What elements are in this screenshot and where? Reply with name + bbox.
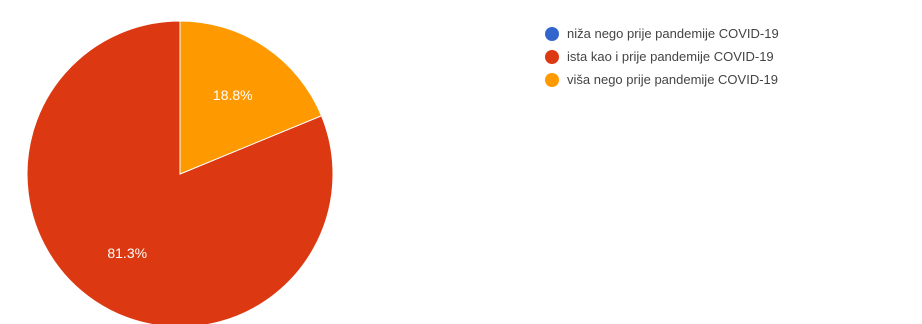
pie-slices — [26, 20, 334, 324]
legend-label: viša nego prije pandemije COVID-19 — [567, 72, 778, 87]
pie-slice-label: 18.8% — [213, 87, 253, 103]
pie-chart: 81.3% 18.8% — [26, 20, 334, 324]
pie-slice-labels: 81.3% 18.8% — [107, 87, 252, 261]
legend-entry[interactable]: niža nego prije pandemije COVID-19 — [545, 22, 779, 45]
legend-entry[interactable]: viša nego prije pandemije COVID-19 — [545, 68, 779, 91]
legend-swatch — [545, 72, 559, 87]
legend-label: niža nego prije pandemije COVID-19 — [567, 26, 779, 41]
legend-swatch — [545, 26, 559, 41]
legend-entry[interactable]: ista kao i prije pandemije COVID-19 — [545, 45, 779, 68]
pie-slice-label: 81.3% — [107, 245, 147, 261]
pie-slice[interactable] — [26, 20, 334, 324]
chart-legend: niža nego prije pandemije COVID-19 ista k… — [545, 22, 779, 91]
legend-label: ista kao i prije pandemije COVID-19 — [567, 49, 774, 64]
pie-slice[interactable] — [179, 20, 323, 175]
legend-swatch — [545, 49, 559, 64]
